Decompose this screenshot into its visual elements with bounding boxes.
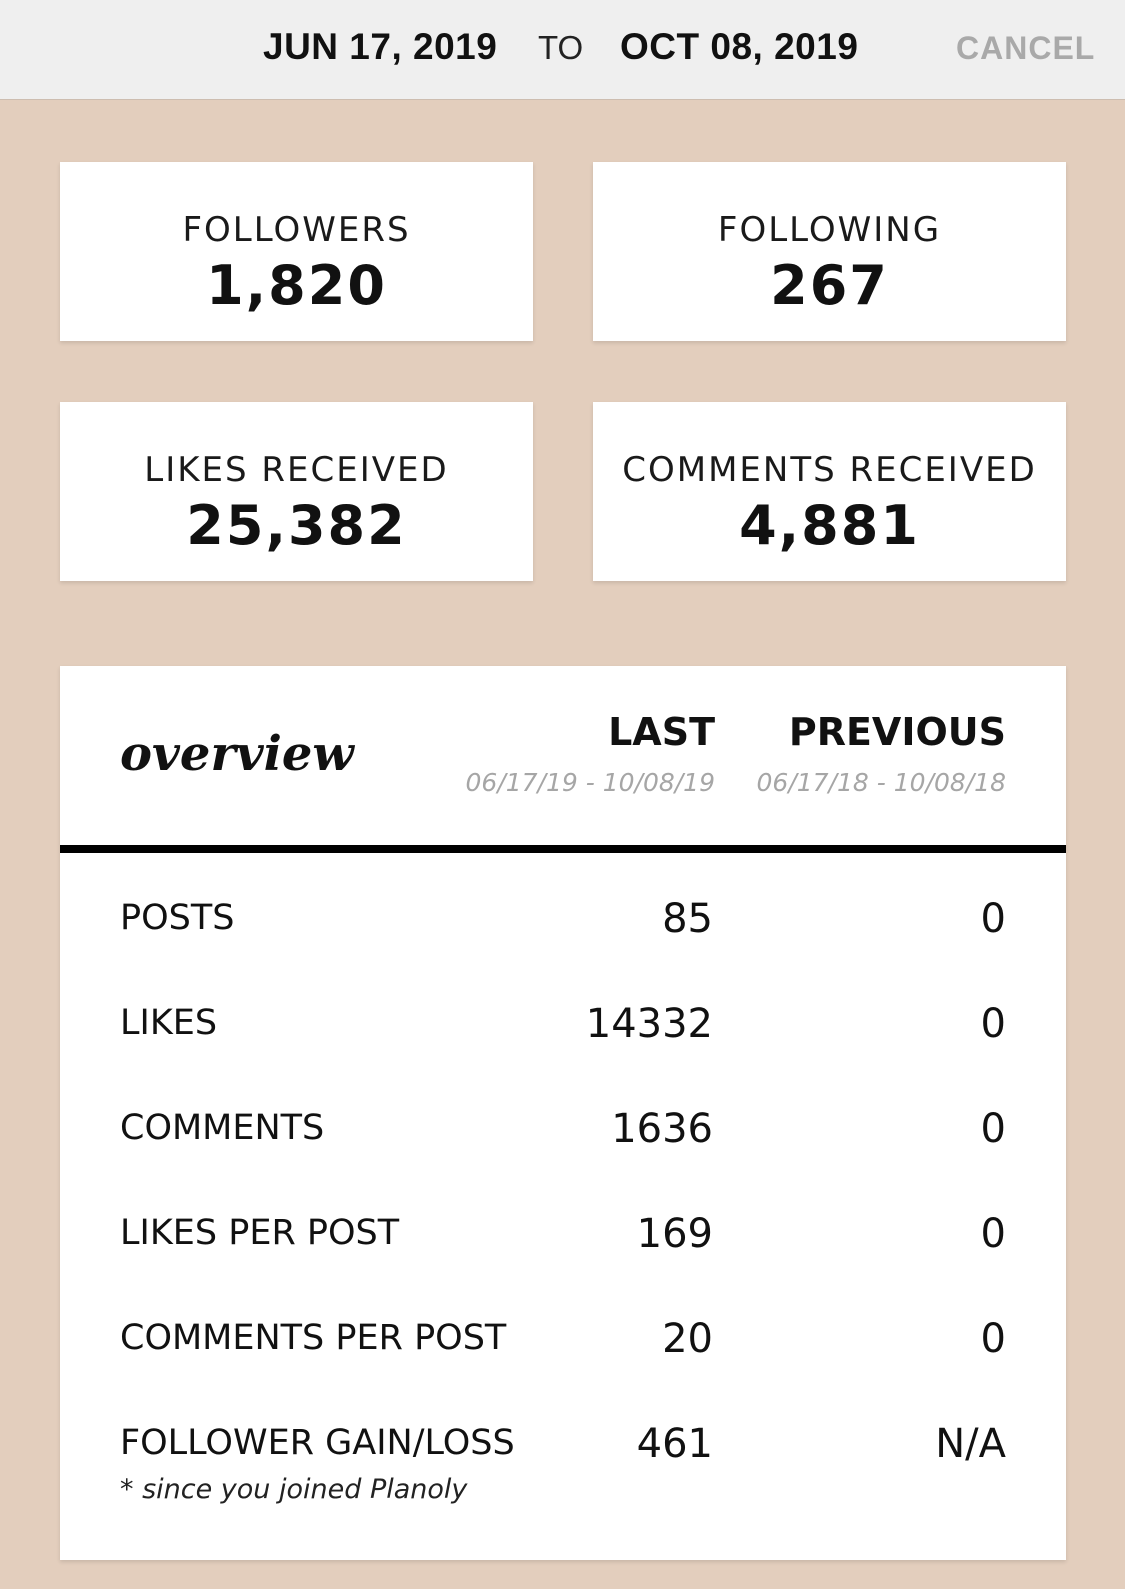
row-label: POSTS [120, 898, 235, 938]
start-date[interactable]: JUN 17, 2019 [263, 26, 498, 67]
table-row: LIKES PER POST 169 0 [60, 1205, 1066, 1265]
followers-card: FOLLOWERS 1,820 [60, 162, 533, 341]
overview-title: overview [120, 726, 354, 782]
likes-received-card: LIKES RECEIVED 25,382 [60, 402, 533, 581]
date-range-bar: JUN 17, 2019 TO OCT 08, 2019 CANCEL [0, 0, 1125, 100]
row-previous-value: N/A [935, 1421, 1006, 1467]
row-previous-value: 0 [980, 1316, 1006, 1362]
row-previous-value: 0 [980, 896, 1006, 942]
row-last-value: 1636 [611, 1106, 713, 1152]
row-previous-value: 0 [980, 1001, 1006, 1047]
previous-column-header: PREVIOUS [788, 710, 1006, 754]
row-label: COMMENTS PER POST [120, 1318, 507, 1358]
table-row: COMMENTS PER POST 20 0 [60, 1310, 1066, 1370]
row-previous-value: 0 [980, 1211, 1006, 1257]
row-label: COMMENTS [120, 1108, 325, 1148]
row-last-value: 461 [636, 1421, 713, 1467]
end-date[interactable]: OCT 08, 2019 [620, 26, 859, 67]
following-card: FOLLOWING 267 [593, 162, 1066, 341]
row-last-value: 85 [662, 896, 713, 942]
table-row: LIKES 14332 0 [60, 995, 1066, 1055]
last-column-header: LAST [608, 710, 715, 754]
overview-panel: overview LAST 06/17/19 - 10/08/19 PREVIO… [60, 666, 1066, 1560]
comments-received-label: COMMENTS RECEIVED [622, 450, 1037, 490]
likes-received-value: 25,382 [186, 494, 407, 557]
row-last-value: 169 [636, 1211, 713, 1257]
row-last-value: 20 [662, 1316, 713, 1362]
row-label: LIKES PER POST [120, 1213, 400, 1253]
row-last-value: 14332 [585, 1001, 713, 1047]
comments-received-value: 4,881 [739, 494, 920, 557]
row-previous-value: 0 [980, 1106, 1006, 1152]
likes-received-label: LIKES RECEIVED [144, 450, 449, 490]
header-divider [60, 845, 1066, 853]
following-value: 267 [770, 254, 889, 317]
row-label: LIKES [120, 1003, 218, 1043]
comments-received-card: COMMENTS RECEIVED 4,881 [593, 402, 1066, 581]
row-label: FOLLOWER GAIN/LOSS [120, 1423, 515, 1463]
table-row: COMMENTS 1636 0 [60, 1100, 1066, 1160]
followers-value: 1,820 [206, 254, 387, 317]
following-label: FOLLOWING [717, 210, 942, 250]
to-label: TO [538, 29, 584, 66]
last-range: 06/17/19 - 10/08/19 [465, 768, 715, 797]
footnote: * since you joined Planoly [120, 1474, 468, 1505]
followers-label: FOLLOWERS [182, 210, 411, 250]
previous-range: 06/17/18 - 10/08/18 [756, 768, 1006, 797]
cancel-button[interactable]: CANCEL [956, 30, 1096, 66]
table-row: POSTS 85 0 [60, 890, 1066, 950]
table-row: FOLLOWER GAIN/LOSS 461 N/A [60, 1415, 1066, 1475]
